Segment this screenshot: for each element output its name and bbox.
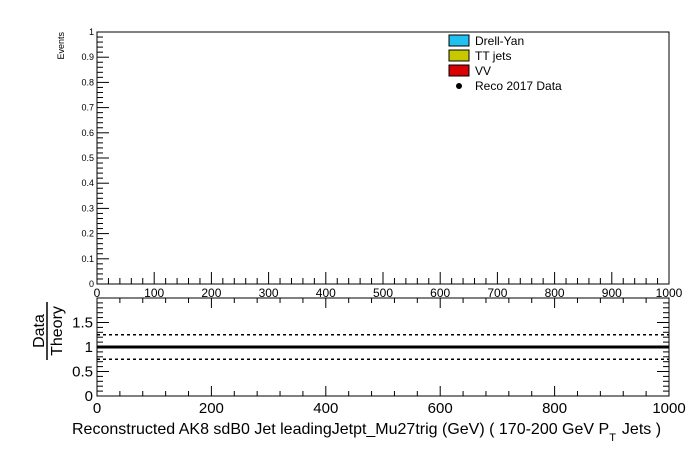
legend-swatch bbox=[448, 64, 470, 77]
main-x-axis: 0 100 200 300 400 500 600 700 800 900 1000 bbox=[94, 272, 683, 300]
legend-swatch bbox=[448, 34, 470, 47]
main-y-tick-label: 0.9 bbox=[81, 52, 94, 62]
legend-entry-label: Drell-Yan bbox=[475, 34, 524, 48]
x-axis-label-subscript: T bbox=[609, 432, 616, 444]
legend-swatch bbox=[448, 49, 470, 62]
ratio-y-tick-label: 0 bbox=[85, 388, 93, 405]
main-x-tick-label: 900 bbox=[602, 286, 622, 300]
ratio-x-tick-label: 200 bbox=[199, 400, 224, 417]
main-y-tick-label: 0.4 bbox=[81, 178, 94, 188]
legend-entry-label: TT jets bbox=[475, 49, 511, 63]
ratio-x-tick-label: 0 bbox=[93, 400, 101, 417]
main-plot-panel: 0 0.1 0.2 0.3 0.4 0.5 0.6 0.7 0.8 0.9 1 0 100 200 300… bbox=[56, 27, 683, 300]
ratio-y-label-top: Data bbox=[31, 314, 48, 348]
legend-entry-label: VV bbox=[475, 64, 491, 78]
main-x-tick-label: 700 bbox=[487, 286, 507, 300]
main-x-tick-label: 800 bbox=[545, 286, 565, 300]
main-y-tick-label: 0.1 bbox=[81, 254, 94, 264]
main-x-tick-label: 0 bbox=[94, 286, 101, 300]
main-y-tick-label: 0.7 bbox=[81, 103, 94, 113]
main-x-tick-label: 600 bbox=[430, 286, 450, 300]
main-y-axis: 0 0.1 0.2 0.3 0.4 0.5 0.6 0.7 0.8 0.9 1 bbox=[81, 27, 109, 289]
ratio-y-tick-label: 1 bbox=[85, 339, 93, 356]
x-axis-label-tail: Jets ) bbox=[622, 421, 661, 438]
ratio-x-tick-label: 800 bbox=[542, 400, 567, 417]
main-x-tick-label: 200 bbox=[201, 286, 221, 300]
ratio-x-tick-label: 600 bbox=[428, 400, 453, 417]
ratio-x-axis: 0 200 400 600 800 1000 bbox=[93, 298, 686, 417]
main-y-tick-label: 0.2 bbox=[81, 229, 94, 239]
ratio-y-tick-label: 1.5 bbox=[72, 315, 93, 332]
main-y-tick-label: 0.6 bbox=[81, 128, 94, 138]
ratio-x-axis-label: Reconstructed AK8 sdB0 Jet leadingJetpt_… bbox=[72, 421, 661, 444]
legend-entry-label: Reco 2017 Data bbox=[475, 79, 562, 93]
main-plot-frame bbox=[96, 31, 670, 285]
ratio-y-tick-label: 0.5 bbox=[72, 364, 93, 381]
main-x-tick-label: 100 bbox=[144, 286, 164, 300]
legend-marker bbox=[456, 83, 462, 89]
ratio-x-tick-label: 1000 bbox=[652, 400, 685, 417]
ratio-y-label-bottom: Theory bbox=[49, 306, 66, 356]
ratio-plot-panel: 0 0.5 1 1.5 0 200 400 600 800 1000 Data Theory R… bbox=[31, 297, 686, 444]
main-y-axis-label: Events bbox=[56, 32, 66, 60]
main-y-tick-label: 0.5 bbox=[81, 153, 94, 163]
main-x-tick-label: 500 bbox=[373, 286, 393, 300]
main-x-tick-label: 300 bbox=[259, 286, 279, 300]
ratio-x-tick-label: 400 bbox=[313, 400, 338, 417]
main-x-tick-label: 400 bbox=[316, 286, 336, 300]
x-axis-label-main: Reconstructed AK8 sdB0 Jet leadingJetpt_… bbox=[72, 421, 609, 438]
main-x-tick-label: 1000 bbox=[656, 286, 683, 300]
main-y-tick-label: 0 bbox=[89, 279, 94, 289]
ratio-y-axis: 0 0.5 1 1.5 bbox=[72, 302, 669, 405]
main-y-tick-label: 0.3 bbox=[81, 203, 94, 213]
main-y-tick-label: 1 bbox=[89, 27, 94, 37]
main-y-tick-label: 0.8 bbox=[81, 77, 94, 87]
ratio-reference-lines bbox=[97, 334, 669, 360]
